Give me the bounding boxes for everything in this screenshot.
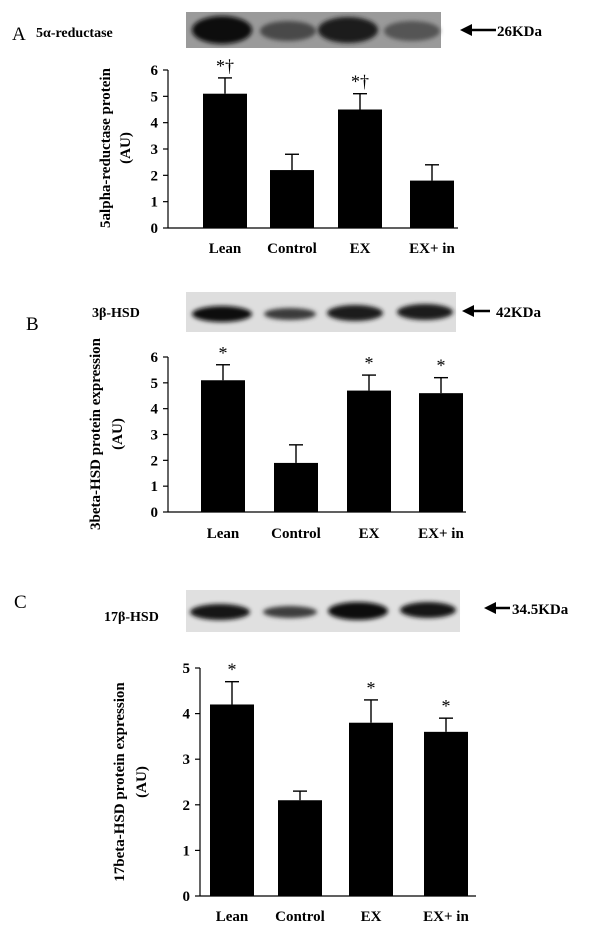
blot-band	[192, 16, 252, 44]
kda-arrow	[484, 602, 510, 614]
y-tick-label: 6	[151, 350, 159, 366]
y-tick-label: 0	[151, 505, 159, 521]
x-tick-label: Control	[267, 241, 317, 257]
kda-label: 34.5KDa	[512, 602, 569, 618]
kda-arrow	[462, 305, 490, 317]
y-tick-label: 5	[183, 661, 191, 677]
blot-band	[328, 602, 388, 620]
x-tick-label: EX	[359, 526, 380, 542]
blot-protein-label: 5α-reductase	[36, 26, 113, 41]
significance-marker: *	[437, 356, 446, 376]
significance-marker: *	[219, 343, 228, 363]
panel-a: A 5α-reductase 26KDa	[12, 12, 543, 48]
y-tick-label: 1	[183, 843, 191, 859]
y-axis-unit: (AU)	[110, 418, 126, 450]
x-tick-label: EX+ in	[409, 241, 455, 257]
western-blot	[186, 292, 456, 332]
blot-band	[264, 308, 316, 320]
blot-protein-label: 3β-HSD	[92, 306, 140, 321]
panel-letter: B	[26, 314, 39, 335]
y-axis-unit: (AU)	[134, 766, 150, 798]
blot-band	[327, 305, 383, 321]
y-axis-label: 17beta-HSD protein expression	[112, 682, 128, 882]
bar-lean	[201, 380, 245, 512]
bar-ex	[349, 722, 393, 896]
bar-ex-in	[424, 731, 468, 896]
bar-lean	[210, 704, 254, 896]
y-tick-label: 3	[151, 142, 159, 158]
y-tick-label: 1	[151, 479, 159, 495]
y-tick-label: 4	[151, 402, 159, 418]
panel-c: C 17β-HSD 34.5KDa	[14, 590, 569, 632]
y-tick-label: 3	[183, 752, 191, 768]
y-tick-label: 2	[183, 798, 191, 814]
significance-marker: *	[442, 696, 451, 716]
bar-ex-in	[410, 180, 454, 228]
y-tick-label: 5	[151, 89, 159, 105]
y-tick-label: 3	[151, 428, 159, 444]
x-tick-label: Lean	[207, 526, 240, 542]
blot-protein-label: 17β-HSD	[104, 610, 159, 625]
y-tick-label: 2	[151, 453, 159, 469]
bar-chart-a: 0 1 2 3 4 5 6 Lean Control EX EX+ in *† *† 5alpha-…	[98, 56, 458, 257]
panel-letter: A	[12, 24, 26, 45]
x-tick-label: EX	[350, 241, 371, 257]
blot-band	[190, 604, 250, 620]
x-tick-label: EX+ in	[423, 909, 469, 925]
bar-chart-c: 0 1 2 3 4 5 Lean Control EX EX+ in * * * 17beta-HS…	[112, 660, 476, 925]
x-tick-label: Lean	[209, 241, 242, 257]
panel-letter: C	[14, 592, 27, 613]
significance-marker: *	[367, 678, 376, 698]
y-tick-label: 6	[151, 63, 159, 79]
blot-band	[192, 306, 252, 322]
y-tick-label: 0	[183, 889, 191, 905]
y-axis-unit: (AU)	[118, 132, 134, 164]
panel-b: B 3β-HSD 42KDa	[26, 292, 542, 335]
x-tick-label: EX	[361, 909, 382, 925]
blot-band	[263, 606, 317, 618]
blot-band	[400, 602, 456, 618]
western-blot	[186, 12, 441, 48]
bar-ex-in	[419, 393, 463, 512]
x-tick-label: Lean	[216, 909, 249, 925]
kda-label: 26KDa	[497, 24, 543, 40]
y-tick-label: 0	[151, 221, 159, 237]
y-tick-label: 4	[183, 707, 191, 723]
y-tick-label: 2	[151, 168, 159, 184]
significance-marker: *	[228, 660, 237, 680]
bar-lean	[203, 93, 247, 228]
significance-marker: *	[365, 353, 374, 373]
blot-band	[384, 21, 440, 41]
blot-band	[397, 304, 453, 320]
significance-marker: *†	[351, 72, 369, 92]
kda-label: 42KDa	[496, 305, 542, 321]
x-tick-label: EX+ in	[418, 526, 464, 542]
x-tick-label: Control	[275, 909, 325, 925]
bar-control	[274, 462, 318, 512]
bar-ex	[338, 109, 382, 228]
bar-chart-b: 0 1 2 3 4 5 6 Lean Control EX EX+ in * * * 3beta-HS…	[88, 337, 466, 542]
bar-ex	[347, 390, 391, 512]
y-tick-label: 5	[151, 376, 159, 392]
western-blot	[186, 590, 460, 632]
bar-control	[278, 800, 322, 896]
x-tick-label: Control	[271, 526, 321, 542]
y-tick-label: 1	[151, 195, 159, 211]
blot-band	[260, 21, 316, 41]
y-axis-label: 3beta-HSD protein expression	[88, 337, 104, 530]
bar-control	[270, 170, 314, 228]
y-tick-label: 4	[151, 116, 159, 132]
y-axis-label: 5alpha-reductase protein	[98, 67, 114, 228]
blot-band	[318, 17, 378, 43]
significance-marker: *†	[216, 56, 234, 76]
kda-arrow	[460, 24, 496, 36]
